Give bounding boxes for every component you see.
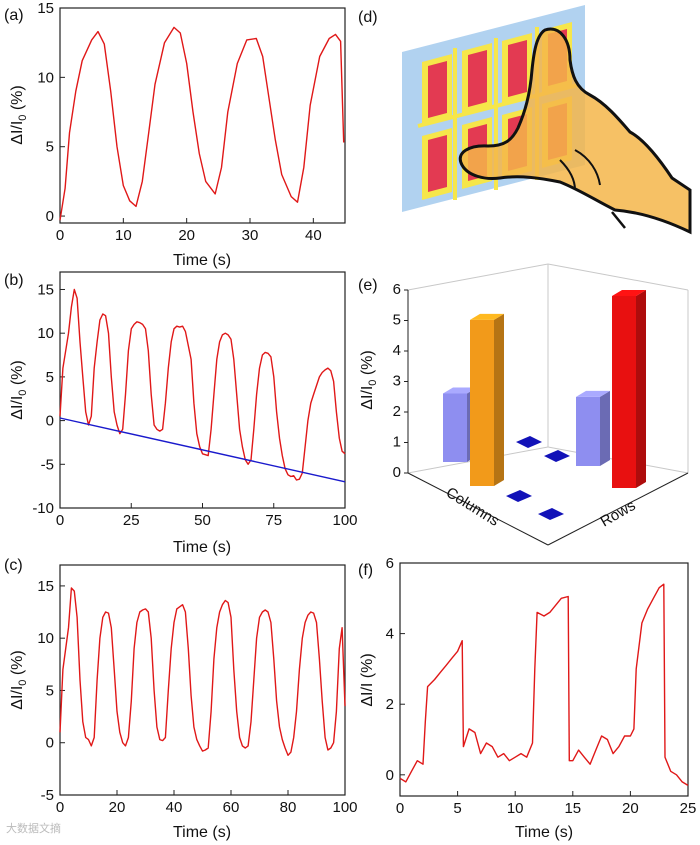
watermark: 大数据文摘 [6,821,61,835]
panel-f-frame [399,562,689,797]
panel-a-xlabel: Time (s) [173,252,231,269]
panel-d-label: (d) [358,9,378,26]
panel-c-xtick-label: 80 [280,799,297,816]
panel-c-ytick-label: 15 [37,578,54,595]
panel-e-ztick-label: 5 [393,312,401,329]
panel-b-ytick-label: 15 [37,281,54,298]
panel-f: (f) 0 5 10 15 20 25 0 2 4 6 Time (s) ΔI/I (%) [358,555,696,841]
panel-c-xlabel: Time (s) [173,824,231,841]
panel-a-xtick-label: 30 [242,227,259,244]
panel-e-bar [576,390,610,466]
panel-a-ytick-label: 15 [37,0,54,17]
panel-a: (a) 0 10 20 30 40 0 5 10 15 Time (s) ΔI/I0 (%) [4,0,346,269]
panel-b-xtick-label: 100 [332,512,357,529]
panel-c-xtick-label: 20 [109,799,126,816]
panel-b-series-signal [59,288,346,481]
panel-f-xtick-label: 0 [396,800,404,817]
panel-f-xtick-label: 20 [622,800,639,817]
panel-f-xtick-label: 5 [453,800,461,817]
panel-f-xtick-label: 15 [564,800,581,817]
panel-d: (d) [358,5,692,235]
panel-a-ytick-label: 10 [37,69,54,86]
panel-b-ytick-label: -5 [41,456,54,473]
svg-text:ΔI/I0 (%): ΔI/I0 (%) [9,360,29,419]
panel-e-floor-squares [506,436,570,520]
panel-f-series-ii [399,583,689,786]
panel-e-bar [612,290,646,488]
panel-e-ztick-label: 1 [393,434,401,451]
panel-e-axes: 0 1 2 3 4 5 6 [393,281,646,488]
panel-f-ytick-label: 6 [386,555,394,572]
panel-b-xtick-label: 25 [123,512,140,529]
sensor-array-illustration [402,5,692,235]
panel-e-ylabel: ΔI/I0 (%) [359,350,379,409]
panel-a-xtick-label: 0 [56,227,64,244]
panel-c-ytick-label: -5 [41,787,54,804]
svg-text:ΔI/I0 (%): ΔI/I0 (%) [9,650,29,709]
panel-a-xtick-label: 10 [115,227,132,244]
panel-f-ytick-label: 0 [386,767,394,784]
panel-e-bar [470,313,504,486]
panel-c-xtick-label: 40 [166,799,183,816]
panel-c-xtick-label: 100 [332,799,357,816]
panel-e-ztick-label: 6 [393,281,401,298]
panel-c-series-ii0 [59,587,346,756]
panel-c-xtick-label: 0 [56,799,64,816]
panel-a-ytick-label: 0 [46,208,54,225]
panel-a-xtick-label: 20 [178,227,195,244]
panel-b-xtick-label: 0 [56,512,64,529]
panel-f-label: (f) [358,562,373,579]
panel-b-xtick-label: 75 [265,512,282,529]
panel-e-ztick-label: 2 [393,403,401,420]
panel-f-xtick-label: 10 [507,800,524,817]
panel-b-ytick-label: 0 [46,413,54,430]
panel-f-ylabel: ΔI/I (%) [359,653,376,706]
panel-a-label: (a) [4,7,24,24]
panel-a-axes: 0 10 20 30 40 0 5 10 15 [37,0,345,244]
panel-e-ztick-label: 4 [393,342,401,359]
panel-b-ytick-label: -10 [32,500,54,517]
panel-c-xtick-label: 60 [223,799,240,816]
panel-b-xtick-label: 50 [194,512,211,529]
panel-e-label: (e) [358,277,378,294]
panel-f-ytick-label: 4 [386,626,394,643]
panel-f-xlabel: Time (s) [515,824,573,841]
panel-a-xtick-label: 40 [305,227,322,244]
panel-a-ytick-label: 5 [46,139,54,156]
hand-icon [458,27,692,235]
panel-e-ztick-label: 3 [393,373,401,390]
panel-b-label: (b) [4,272,24,289]
panel-e-columns-label: Columns [443,484,502,530]
panel-c-label: (c) [4,557,23,574]
panel-f-axes: 0 5 10 15 20 25 0 2 4 6 [386,555,697,817]
panel-e-ztick-label: 0 [393,464,401,481]
panel-b-series-baseline [59,417,346,483]
panel-b-ylabel: ΔI/I0 (%) [9,360,29,419]
panel-b: (b) 0 25 50 75 100 -10 -5 0 5 10 15 Time (s) ΔI/I0… [4,271,358,556]
panel-a-frame [59,7,346,224]
panel-c-ylabel: ΔI/I0 (%) [9,650,29,709]
panel-c-ytick-label: 10 [37,630,54,647]
panel-b-axes: 0 25 50 75 100 -10 -5 0 5 10 15 [32,281,357,529]
panel-c-frame [59,564,346,796]
svg-text:ΔI/I0 (%): ΔI/I0 (%) [9,85,29,144]
panel-c-ytick-label: 0 [46,735,54,752]
panel-f-xtick-label: 25 [680,800,697,817]
panel-b-ytick-label: 10 [37,325,54,342]
panel-c-ytick-label: 5 [46,682,54,699]
svg-text:ΔI/I0 (%): ΔI/I0 (%) [359,350,379,409]
panel-a-ylabel: ΔI/I0 (%) [9,85,29,144]
panel-f-ytick-label: 2 [386,696,394,713]
panel-b-xlabel: Time (s) [173,539,231,556]
panel-e: (e) 0 1 2 3 4 5 6 ΔI/I0 (%) Columns Rows [358,263,689,546]
panel-a-series-ii0 [59,26,345,221]
panel-e-rows-label: Rows [598,497,639,530]
panel-b-ytick-label: 5 [46,369,54,386]
